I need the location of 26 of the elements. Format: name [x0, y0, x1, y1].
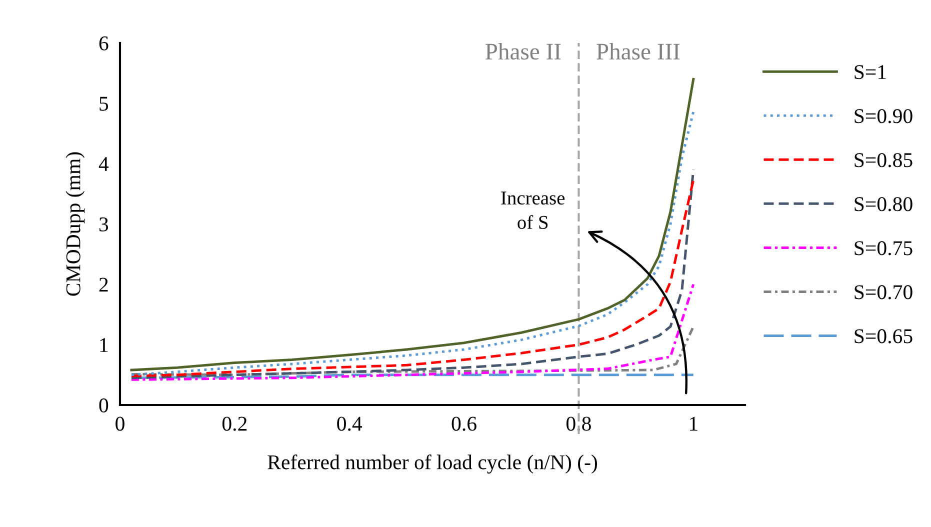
- x-tick-label: 0.6: [452, 416, 476, 431]
- y-tick-label: 1: [100, 338, 108, 352]
- x-tick-label: 1: [690, 416, 698, 431]
- y-tick-label: 5: [100, 96, 108, 111]
- legend-label: S=0.65: [854, 329, 912, 344]
- legend-label: S=0.90: [854, 109, 912, 124]
- legend-label: S=0.75: [854, 241, 912, 256]
- x-tick-label: 0.4: [337, 416, 362, 431]
- x-tick-label: 0: [116, 416, 124, 431]
- annotation: Increase of S: [501, 192, 565, 229]
- y-tick-label: 6: [99, 36, 108, 50]
- annotation: Phase II: [485, 43, 561, 60]
- annotation: Phase III: [596, 43, 680, 60]
- x-tick-label: 0.8: [566, 416, 591, 431]
- y-axis-title: CMODupp (mm): [66, 152, 85, 296]
- y-tick-label: 0: [99, 398, 108, 412]
- legend-label: S=0.70: [854, 285, 912, 300]
- y-tick-label: 4: [98, 157, 109, 171]
- legend-label: S=0.80: [854, 197, 912, 212]
- line-series: [130, 325, 695, 376]
- x-tick-label: 0.2: [222, 416, 247, 431]
- y-tick-label: 3: [99, 217, 108, 232]
- x-axis-title: Referred number of load cycle (n/N) (-): [268, 454, 598, 474]
- y-tick-label: 2: [99, 278, 108, 292]
- legend-label: S=0.85: [854, 153, 912, 168]
- legend-label: S=1: [854, 65, 886, 80]
